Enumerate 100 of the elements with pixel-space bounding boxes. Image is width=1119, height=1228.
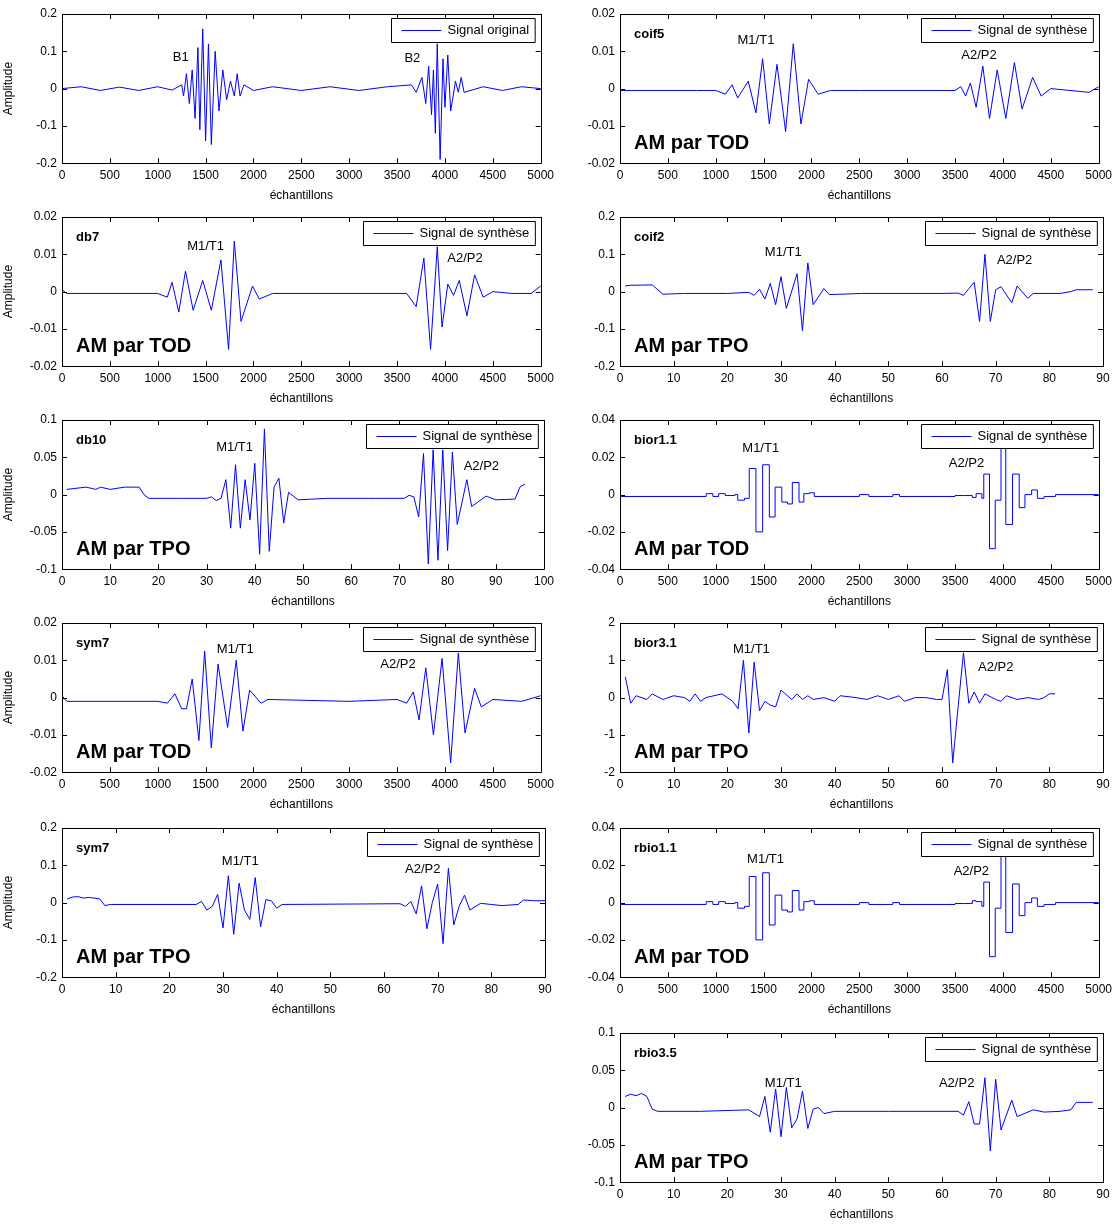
annotation: B1 (172, 48, 189, 64)
text: AM par TPO (634, 333, 749, 356)
y-tick-label: 0.1 (40, 857, 58, 872)
x-tick-label: 1500 (192, 776, 220, 791)
text: coif2 (634, 228, 665, 244)
x-tick-label: 70 (988, 776, 1003, 791)
y-tick-label: 0.1 (598, 246, 616, 261)
x-axis-title: échantillons (269, 188, 334, 203)
y-tick-label: 0 (50, 894, 58, 909)
x-tick-label: 20 (720, 1186, 735, 1201)
y-tick-label: 0.2 (40, 820, 58, 835)
x-tick-label: 80 (1042, 370, 1057, 385)
y-tick-label: 0.05 (591, 1062, 616, 1077)
x-tick-label: 80 (1042, 776, 1057, 791)
x-tick-label: 1500 (750, 573, 778, 588)
x-tick-label: 2000 (240, 167, 268, 182)
x-tick-label: 5000 (527, 370, 555, 385)
text: AM par TOD (76, 333, 192, 356)
y-tick-label: -0.05 (587, 1137, 616, 1152)
x-tick-label: 40 (827, 1186, 842, 1201)
text: coif5 (634, 25, 665, 41)
x-tick-label: 2000 (240, 370, 268, 385)
y-tick-label: -0.2 (36, 969, 58, 984)
y-tick-label: -2 (604, 764, 616, 779)
x-tick-label: 3500 (941, 573, 969, 588)
y-tick-label: 0.1 (40, 412, 58, 427)
x-tick-label: 2500 (287, 776, 315, 791)
legend-label: Signal de synthèse (977, 836, 1088, 852)
y-tick-label: -0.01 (29, 321, 58, 336)
x-tick-label: 2000 (240, 776, 268, 791)
x-tick-label: 10 (108, 981, 123, 996)
legend-label: Signal de synthèse (977, 22, 1088, 38)
y-tick-label: 0 (608, 1099, 616, 1114)
y-axis-title: Amplitude (0, 264, 15, 319)
y-tick-label: 0.02 (591, 449, 616, 464)
x-axis-title: échantillons (271, 594, 335, 609)
x-tick-label: 4500 (479, 776, 507, 791)
y-tick-label: -0.2 (36, 155, 58, 170)
y-tick-label: 0 (608, 894, 616, 909)
annotation: M1/T1 (732, 640, 770, 656)
x-tick-label: 2000 (798, 573, 826, 588)
annotation: A2/P2 (996, 251, 1033, 267)
y-tick-label: 0 (50, 80, 58, 95)
x-axis-title: échantillons (829, 1207, 894, 1222)
x-tick-label: 3500 (383, 776, 411, 791)
y-tick-label: 0.01 (33, 246, 58, 261)
x-tick-label: 70 (988, 1186, 1003, 1201)
text: bior3.1 (634, 634, 677, 650)
x-tick-label: 3000 (335, 370, 363, 385)
x-tick-label: 1000 (702, 573, 730, 588)
x-tick-label: 2000 (798, 981, 826, 996)
x-tick-label: 2500 (287, 370, 315, 385)
x-tick-label: 70 (392, 573, 407, 588)
annotation: A2/P2 (978, 659, 1014, 675)
annotation: A2/P2 (447, 249, 483, 265)
y-tick-label: 0 (50, 283, 58, 298)
text: AM par TPO (634, 1149, 749, 1172)
x-tick-label: 50 (881, 1186, 896, 1201)
x-tick-label: 4500 (1037, 981, 1065, 996)
legend-label: Signal de synthèse (419, 631, 530, 647)
y-tick-label: 0.04 (591, 412, 616, 427)
x-tick-label: 1500 (750, 981, 778, 996)
x-tick-label: 3000 (893, 573, 921, 588)
x-tick-label: 30 (216, 981, 230, 996)
annotation: M1/T1 (221, 853, 259, 869)
y-tick-label: 0.02 (33, 615, 58, 630)
text: AM par TOD (634, 130, 750, 153)
x-tick-label: 1000 (702, 981, 730, 996)
x-tick-label: 30 (199, 573, 214, 588)
y-tick-label: -0.1 (36, 932, 58, 947)
annotation: M1/T1 (742, 439, 780, 455)
annotation: A2/P2 (405, 860, 441, 876)
annotation: A2/P2 (948, 454, 985, 470)
x-tick-label: 4000 (989, 573, 1017, 588)
annotation: A2/P2 (961, 46, 997, 62)
x-tick-label: 500 (657, 981, 679, 996)
y-tick-label: -0.05 (29, 524, 58, 539)
y-axis-title: Amplitude (0, 875, 15, 930)
y-tick-label: 0 (50, 689, 58, 704)
x-tick-label: 2500 (845, 167, 873, 182)
x-tick-label: 90 (1096, 776, 1110, 791)
y-tick-label: -0.04 (587, 561, 616, 576)
y-tick-label: 2 (608, 615, 616, 630)
y-tick-label: 0.02 (591, 857, 616, 872)
annotation: A2/P2 (938, 1075, 975, 1091)
legend-label: Signal de synthèse (419, 225, 530, 241)
y-tick-label: 0.1 (40, 43, 58, 58)
x-tick-label: 1500 (192, 167, 220, 182)
y-tick-label: 0.1 (598, 1025, 616, 1040)
y-tick-label: -0.02 (587, 932, 616, 947)
x-tick-label: 90 (1096, 1186, 1110, 1201)
x-tick-label: 60 (935, 776, 949, 791)
x-tick-label: 50 (881, 370, 896, 385)
x-tick-label: 90 (489, 573, 503, 588)
annotation: A2/P2 (953, 862, 990, 878)
x-axis-title: échantillons (271, 1002, 336, 1017)
x-tick-label: 1500 (192, 370, 220, 385)
annotation: A2/P2 (380, 655, 416, 671)
y-tick-label: 0.02 (33, 209, 58, 224)
x-tick-label: 500 (99, 776, 121, 791)
